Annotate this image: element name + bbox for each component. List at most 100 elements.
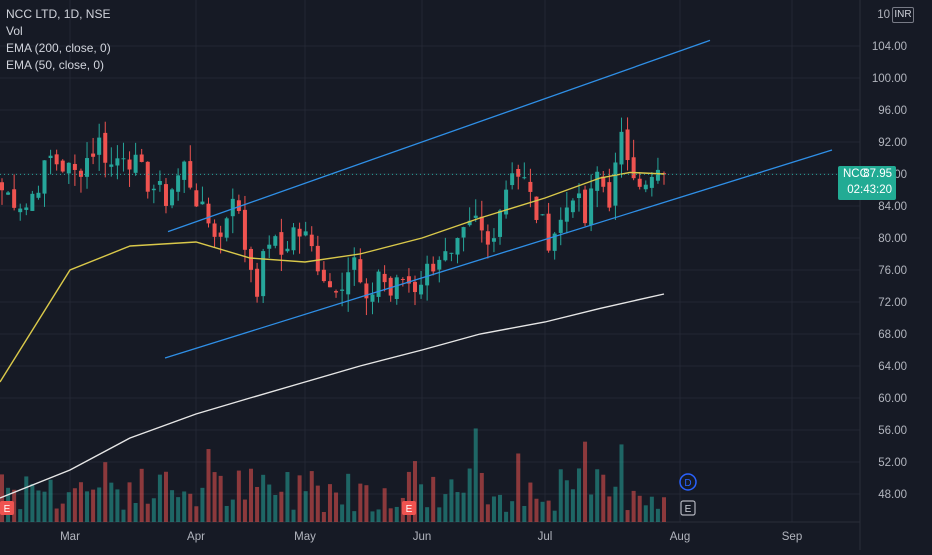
currency-label[interactable]: INR xyxy=(892,7,914,23)
volume-bar xyxy=(631,490,636,522)
candle-body xyxy=(151,188,156,191)
volume-bar xyxy=(261,474,266,522)
volume-bar xyxy=(127,482,132,522)
volume-bar xyxy=(273,495,278,522)
candle-body xyxy=(607,182,612,208)
candle-body xyxy=(139,154,144,162)
candle-body xyxy=(315,245,320,272)
candle-body xyxy=(473,215,478,218)
candle-body xyxy=(558,219,563,233)
volume-bar xyxy=(321,511,326,522)
candle-body xyxy=(176,175,181,192)
volume-bar xyxy=(151,498,156,522)
candle-body xyxy=(364,283,369,299)
volume-bar xyxy=(643,505,648,522)
volume-bar xyxy=(103,462,108,522)
candle-body xyxy=(334,291,339,293)
volume-bar xyxy=(60,503,65,522)
y-tick-label: 56.00 xyxy=(878,425,907,437)
volume-bar xyxy=(157,474,162,522)
x-tick-label: May xyxy=(294,531,316,543)
volume-bar xyxy=(170,490,175,522)
candle-body xyxy=(78,170,83,177)
volume-bar xyxy=(0,474,4,522)
volume-bar xyxy=(546,500,551,522)
candle-body xyxy=(188,161,193,188)
candle-body xyxy=(54,154,59,165)
last-price-badge: NCC 87.95 02:43:20 xyxy=(838,166,896,200)
y-tick-label: 84.00 xyxy=(878,201,907,213)
badge-price: 87.95 xyxy=(863,168,892,180)
volume-bar xyxy=(595,469,600,522)
volume-bar xyxy=(619,444,624,522)
candle-body xyxy=(291,227,296,251)
volume-bar xyxy=(528,482,533,522)
candle-body xyxy=(12,189,17,208)
volume-bar xyxy=(334,492,339,522)
volume-bar xyxy=(376,509,381,522)
volume-bar xyxy=(212,472,217,522)
candle-body xyxy=(412,281,417,293)
candle-body xyxy=(534,196,539,220)
dividend-marker-shape xyxy=(679,473,697,491)
candle-body xyxy=(255,268,260,297)
channel-lower-line xyxy=(164,149,833,359)
volume-bar xyxy=(182,491,187,522)
y-tick-label: 72.00 xyxy=(878,297,907,309)
volume-bar xyxy=(163,471,168,522)
volume-bar xyxy=(485,504,490,522)
volume-bar xyxy=(115,489,120,522)
volume-bar xyxy=(473,428,478,522)
y-tick-label: 80.00 xyxy=(878,233,907,245)
candle-body xyxy=(619,131,624,165)
candle-body xyxy=(625,129,630,161)
y-tick-label: 60.00 xyxy=(878,393,907,405)
candle-body xyxy=(170,189,175,206)
volume-bar xyxy=(637,495,642,522)
y-tick-label: 52.00 xyxy=(878,457,907,469)
candle-body xyxy=(133,154,138,173)
candle-body xyxy=(327,281,332,288)
volume-bar xyxy=(236,470,241,522)
candle-body xyxy=(643,184,648,190)
volume-bar xyxy=(649,496,654,522)
candle-body xyxy=(206,203,211,224)
candle-body xyxy=(340,289,345,291)
x-tick-label: Jun xyxy=(413,531,432,543)
volume-bar xyxy=(242,499,247,522)
candle-body xyxy=(267,244,272,249)
candle-body xyxy=(570,200,575,213)
candle-body xyxy=(510,173,515,186)
volume-bar xyxy=(285,472,290,522)
volume-bar xyxy=(352,511,357,522)
candle-body xyxy=(48,155,53,159)
candle-body xyxy=(540,214,545,216)
volume-bar xyxy=(504,511,509,522)
candle-body xyxy=(504,189,509,215)
volume-bar xyxy=(613,486,618,522)
candle-body xyxy=(352,257,357,270)
volume-bar xyxy=(467,468,472,522)
candle-body xyxy=(230,198,235,217)
candle-body xyxy=(218,232,223,237)
x-tick-label: Aug xyxy=(670,531,690,543)
candle-body xyxy=(0,182,4,191)
legend-ema50: EMA (50, close, 0) xyxy=(6,58,105,72)
volume-bar xyxy=(145,503,150,522)
volume-bar xyxy=(625,510,630,522)
candle-body xyxy=(394,277,399,299)
earnings-marker-shape xyxy=(680,500,696,516)
volume-bar xyxy=(327,484,332,522)
y-tick-label: 76.00 xyxy=(878,265,907,277)
y-tick-label: 68.00 xyxy=(878,329,907,341)
candle-body xyxy=(303,231,308,236)
candle-body xyxy=(613,162,618,206)
volume-bar xyxy=(425,507,430,522)
candle-body xyxy=(242,209,247,250)
volume-bar xyxy=(224,505,229,522)
candle-body xyxy=(601,176,606,187)
candle-body xyxy=(491,238,496,242)
candle-body xyxy=(273,236,278,246)
